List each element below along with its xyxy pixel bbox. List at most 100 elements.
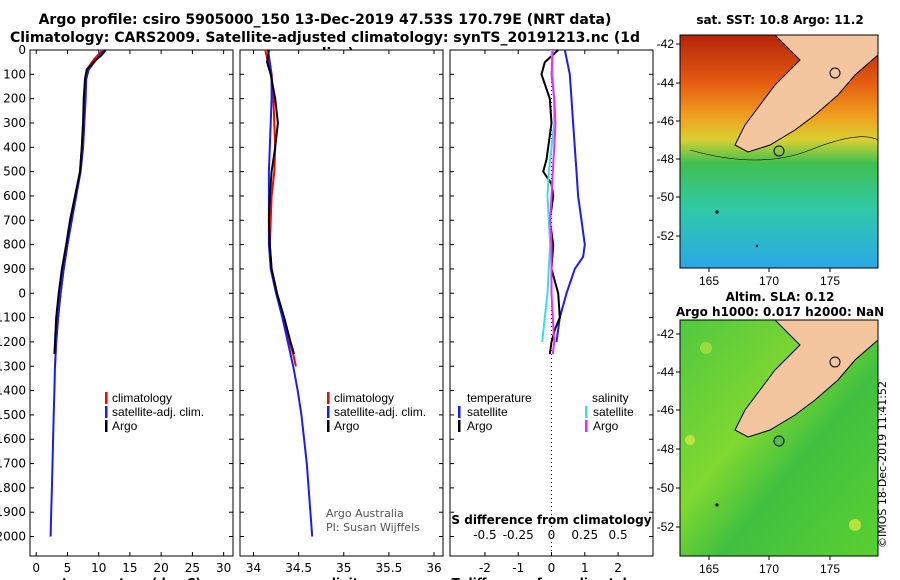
depth-tick-label: 1600: [0, 432, 26, 446]
lat-tick-label: -44: [657, 365, 675, 379]
legend-swatch-temp-argo: [458, 420, 461, 432]
depth-tick-label: 900: [3, 262, 26, 276]
x-tick-label: 2: [614, 561, 622, 575]
depth-tick-label: 1700: [0, 457, 26, 471]
reference-marker: [829, 356, 841, 368]
x-tick-label: 34: [246, 561, 261, 575]
legend-label: Argo: [593, 419, 619, 433]
x-tick-label: 36: [426, 561, 441, 575]
x-axis-label: salinity: [317, 576, 367, 580]
legend-label: climatology: [112, 391, 172, 405]
legend-title-salinity: salinity: [592, 391, 629, 405]
lat-tick-label: -42: [657, 327, 675, 341]
island-marker: [715, 210, 719, 214]
series-argo: [266, 49, 296, 355]
depth-tick-label: 100: [3, 67, 26, 81]
lat-tick-label: -50: [657, 481, 675, 495]
depth-tick-label: 300: [3, 116, 26, 130]
lon-tick-label: 165: [699, 274, 719, 288]
sla-anomaly-blob: [700, 342, 712, 354]
lat-tick-label: -44: [657, 76, 675, 90]
legend-label: satellite-adj. clim.: [112, 405, 204, 419]
sst-map-title: sat. SST: 10.8 Argo: 11.2: [696, 13, 864, 27]
lon-tick-label: 175: [820, 274, 840, 288]
lat-tick-label: -46: [657, 403, 675, 417]
sla-map-subtitle: Argo h1000: 0.017 h2000: NaN: [675, 305, 885, 319]
x-tick-label: 20: [154, 561, 169, 575]
lat-tick-label: -52: [657, 520, 675, 534]
sla-map: -42 -44 -46 -48 -50 -52 165 170 175: [657, 319, 879, 576]
legend-swatch-sal-argo: [585, 420, 588, 432]
lat-tick-label: -50: [657, 190, 675, 204]
legend-label: Argo: [334, 419, 360, 433]
x-tick-label: -1: [512, 561, 524, 575]
series-salinity-argo: [549, 49, 557, 355]
island-marker: [755, 244, 759, 248]
x-tick-label: 30: [216, 561, 231, 575]
lat-tick-label: -42: [657, 37, 675, 51]
sst-map: -42 -44 -46 -48 -50 -52 165 170 175: [657, 34, 879, 288]
difference-legend: temperature satellite Argo salinity sate…: [458, 391, 634, 433]
x-tick-label: 35: [336, 561, 351, 575]
lat-tick-label: -48: [657, 152, 675, 166]
sla-map-axes: -42 -44 -46 -48 -50 -52 165 170 175: [657, 327, 841, 576]
depth-tick-label: 1500: [0, 408, 26, 422]
credit-line: Argo Australia: [326, 507, 404, 520]
legend-swatch-argo: [327, 420, 330, 432]
depth-tick-label: 1900: [0, 505, 26, 519]
x-tick-label: 5: [64, 561, 72, 575]
legend-label: climatology: [334, 391, 394, 405]
salinity-legend: climatology satellite-adj. clim. Argo: [327, 391, 426, 433]
argo-location-marker: [773, 145, 785, 157]
legend-label: satellite-adj. clim.: [334, 405, 426, 419]
s-tick-label: 0: [548, 528, 556, 542]
series-satellite-adj-clim-: [49, 49, 106, 537]
depth-tick-label: 800: [3, 238, 26, 252]
legend-swatch-satellite: [327, 406, 330, 418]
x-tick-label: 0: [32, 561, 40, 575]
argo-location-marker: [773, 435, 785, 447]
legend-swatch-sal-satellite: [585, 406, 588, 418]
new-zealand-landmass: [734, 34, 879, 153]
salinity-chart: 34 34.5 35 35.5 36 salinity: [240, 49, 443, 580]
legend-swatch-satellite: [105, 406, 108, 418]
depth-tick-label: 1400: [0, 384, 26, 398]
sla-anomaly-blob: [849, 519, 861, 531]
s-tick-label: -0.5: [473, 528, 496, 542]
new-zealand-landmass: [734, 319, 879, 438]
legend-swatch-argo: [105, 420, 108, 432]
lon-tick-label: 165: [699, 562, 719, 576]
page-title: Argo profile: csiro 5905000_150 13-Dec-2…: [38, 12, 612, 28]
depth-tick-label: 1100: [0, 311, 26, 325]
sla-map-title: Altim. SLA: 0.12: [725, 290, 835, 304]
x-tick-label: 25: [185, 561, 200, 575]
legend-label: satellite: [593, 405, 634, 419]
series-temperature-satellite: [555, 49, 586, 343]
difference-chart: -2 -1 0 1 2T difference from climatology -0.5…: [450, 49, 653, 580]
series-argo: [53, 49, 107, 355]
lon-tick-label: 175: [820, 562, 840, 576]
depth-tick-label: 1800: [0, 481, 26, 495]
depth-tick-label: 0: [18, 43, 26, 57]
x-tick-label: -2: [479, 561, 491, 575]
x-tick-label: 35.5: [376, 561, 403, 575]
x-tick-label: 1: [581, 561, 589, 575]
bathymetry-contour: [689, 136, 879, 161]
legend-label: satellite: [467, 405, 508, 419]
depth-tick-label: 600: [3, 189, 26, 203]
depth-tick-label: 2000: [0, 530, 26, 544]
x-axis-label: temperature (deg C): [62, 576, 201, 580]
depth-tick-label: 0: [18, 286, 26, 300]
x-tick-label: 10: [91, 561, 106, 575]
temperature-panel: [29, 49, 234, 557]
x-tick-label: 0: [548, 561, 556, 575]
temperature-legend: climatology satellite-adj. clim. Argo: [105, 391, 204, 433]
s-tick-label: 0.5: [609, 528, 628, 542]
x-tick-label: 34.5: [285, 561, 312, 575]
lat-tick-label: -46: [657, 114, 675, 128]
legend-swatch-climatology: [105, 392, 108, 404]
lat-tick-label: -52: [657, 229, 675, 243]
credit-line: PI: Susan Wijffels: [326, 521, 420, 534]
depth-tick-label: 200: [3, 92, 26, 106]
